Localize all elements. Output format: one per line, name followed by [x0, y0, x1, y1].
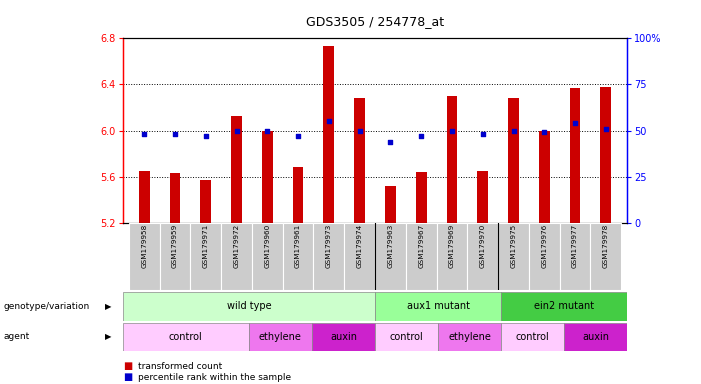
Bar	[375, 323, 438, 351]
Point	[447, 127, 458, 134]
Bar	[323, 46, 334, 223]
Text: GSM179977: GSM179977	[572, 224, 578, 268]
Point	[385, 139, 396, 145]
Text: GSM179973: GSM179973	[326, 224, 332, 268]
Bar	[221, 223, 252, 290]
Text: GSM179963: GSM179963	[388, 224, 393, 268]
Bar	[508, 98, 519, 223]
Text: ethylene: ethylene	[448, 332, 491, 342]
Bar	[529, 223, 559, 290]
Text: GSM179959: GSM179959	[172, 224, 178, 268]
Point	[416, 133, 427, 139]
Point	[200, 133, 212, 139]
Point	[354, 127, 365, 134]
Text: ethylene: ethylene	[259, 332, 302, 342]
Bar	[406, 223, 437, 290]
Bar	[438, 323, 501, 351]
Point	[477, 131, 489, 137]
Bar	[559, 223, 590, 290]
Text: GSM179967: GSM179967	[418, 224, 424, 268]
Text: GSM179976: GSM179976	[541, 224, 547, 268]
Point	[139, 131, 150, 137]
Bar	[468, 223, 498, 290]
Bar	[123, 323, 249, 351]
Bar	[477, 171, 488, 223]
Text: GSM179960: GSM179960	[264, 224, 271, 268]
Bar	[344, 223, 375, 290]
Bar	[231, 116, 242, 223]
Bar	[283, 223, 313, 290]
Bar	[312, 323, 375, 351]
Bar	[160, 223, 191, 290]
Text: ▶: ▶	[105, 333, 112, 341]
Text: transformed count: transformed count	[138, 362, 222, 371]
Text: genotype/variation: genotype/variation	[4, 302, 90, 311]
Point	[508, 127, 519, 134]
Point	[600, 126, 611, 132]
Point	[170, 131, 181, 137]
Text: ein2 mutant: ein2 mutant	[534, 301, 594, 311]
Bar	[437, 223, 468, 290]
Text: ■: ■	[123, 361, 132, 371]
Bar	[354, 98, 365, 223]
Bar	[447, 96, 457, 223]
Text: percentile rank within the sample: percentile rank within the sample	[138, 372, 291, 382]
Text: GSM179970: GSM179970	[479, 224, 486, 268]
Bar	[375, 292, 501, 321]
Bar	[385, 186, 396, 223]
Bar	[501, 292, 627, 321]
Bar	[539, 131, 550, 223]
Text: GSM179961: GSM179961	[295, 224, 301, 268]
Bar	[375, 223, 406, 290]
Text: agent: agent	[4, 333, 29, 341]
Text: GSM179978: GSM179978	[603, 224, 609, 268]
Text: GSM179972: GSM179972	[233, 224, 240, 268]
Text: aux1 mutant: aux1 mutant	[407, 301, 470, 311]
Text: GDS3505 / 254778_at: GDS3505 / 254778_at	[306, 15, 444, 28]
Text: ▶: ▶	[105, 302, 112, 311]
Bar	[123, 292, 375, 321]
Bar	[590, 223, 621, 290]
Bar	[416, 172, 427, 223]
Bar	[313, 223, 344, 290]
Bar	[252, 223, 283, 290]
Point	[569, 120, 580, 126]
Text: control: control	[516, 332, 550, 342]
Text: GSM179974: GSM179974	[357, 224, 362, 268]
Bar	[564, 323, 627, 351]
Text: GSM179971: GSM179971	[203, 224, 209, 268]
Text: ■: ■	[123, 372, 132, 382]
Text: GSM179975: GSM179975	[510, 224, 517, 268]
Text: wild type: wild type	[226, 301, 271, 311]
Bar	[249, 323, 312, 351]
Point	[261, 127, 273, 134]
Text: GSM179969: GSM179969	[449, 224, 455, 268]
Text: auxin: auxin	[330, 332, 357, 342]
Bar	[191, 223, 221, 290]
Point	[323, 118, 334, 124]
Bar	[601, 87, 611, 223]
Text: GSM179958: GSM179958	[141, 224, 147, 268]
Point	[292, 133, 304, 139]
Bar	[501, 323, 564, 351]
Bar	[498, 223, 529, 290]
Bar	[170, 173, 180, 223]
Bar	[262, 131, 273, 223]
Text: auxin: auxin	[583, 332, 609, 342]
Bar	[293, 167, 304, 223]
Bar	[139, 171, 149, 223]
Bar	[129, 223, 160, 290]
Point	[538, 129, 550, 136]
Bar	[200, 180, 211, 223]
Text: control: control	[169, 332, 203, 342]
Text: control: control	[390, 332, 423, 342]
Bar	[570, 88, 580, 223]
Point	[231, 127, 242, 134]
